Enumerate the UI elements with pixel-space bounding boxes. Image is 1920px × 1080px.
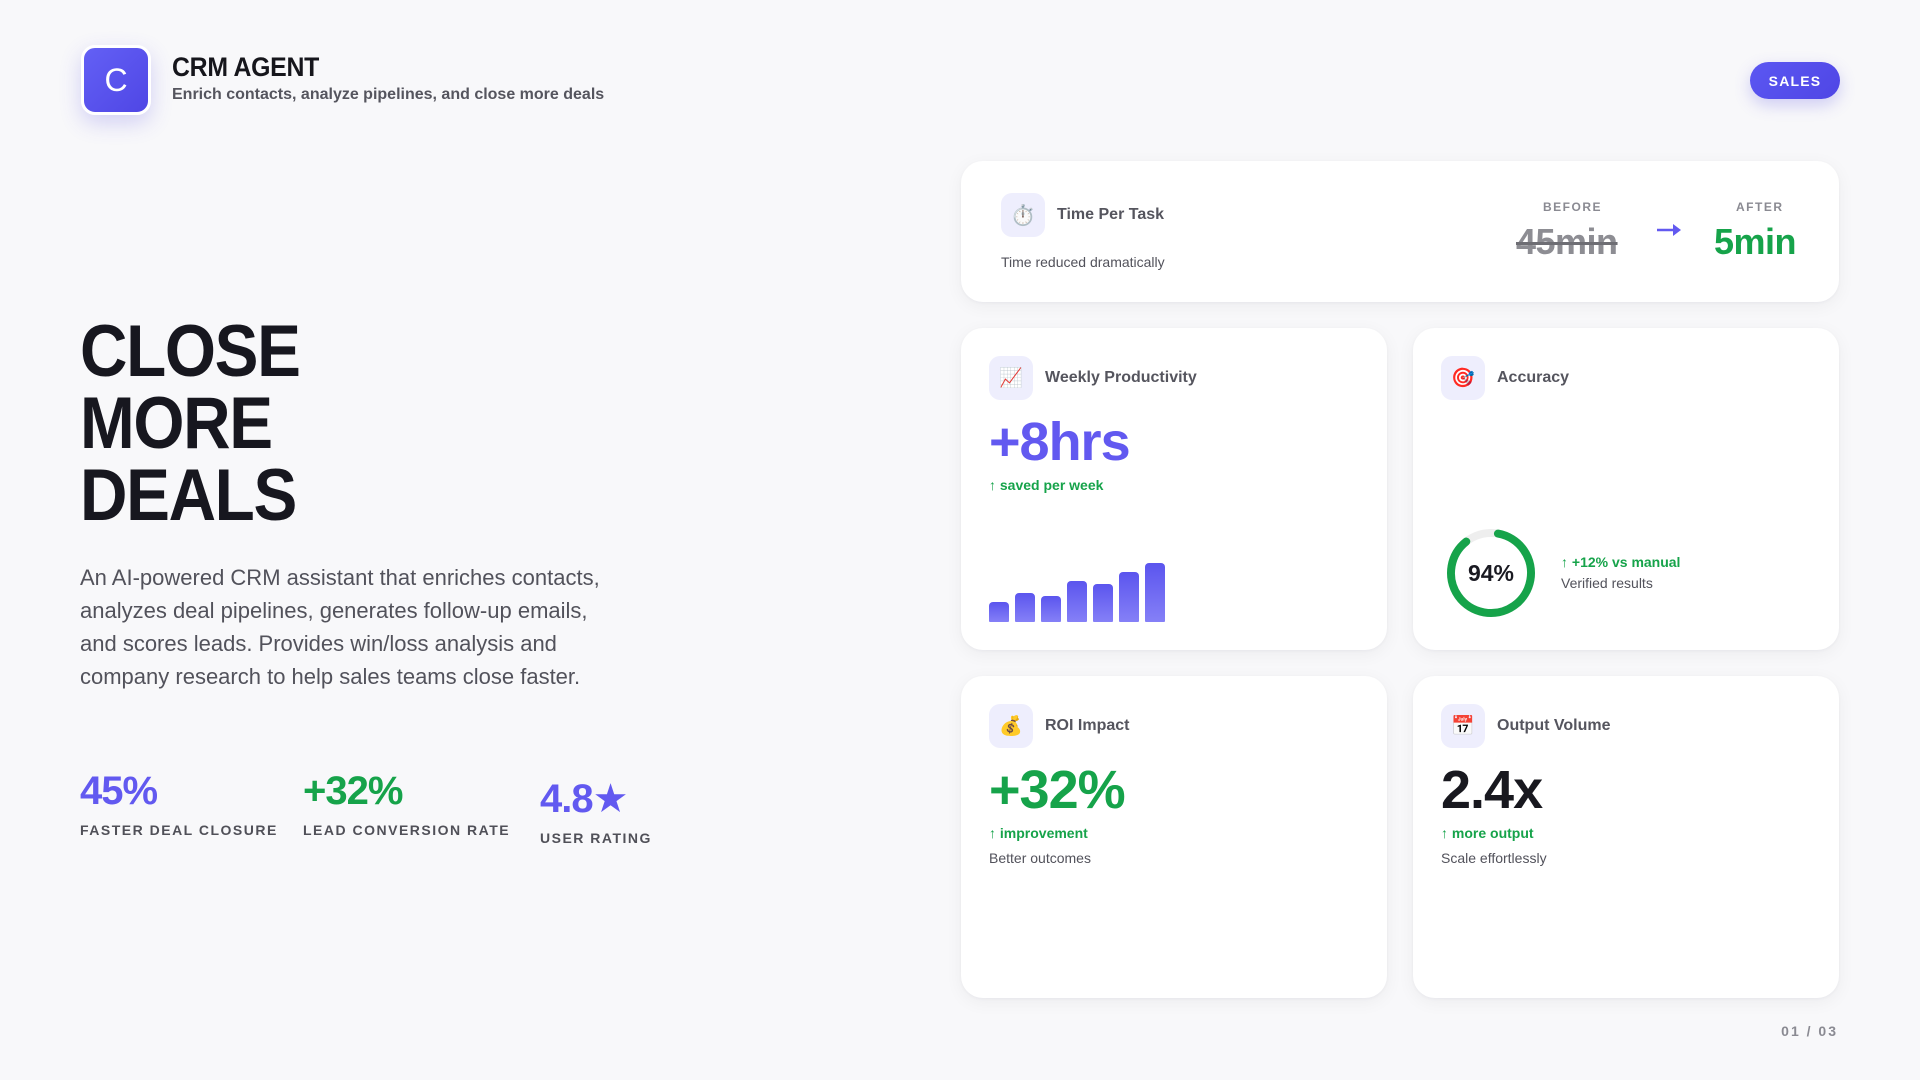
- card-time-per-task: ⏱️ Time Per Task Time reduced dramatical…: [961, 161, 1839, 302]
- bar: [1119, 572, 1139, 622]
- card-note: Scale effortlessly: [1441, 850, 1547, 866]
- trend-indicator: ↑ improvement: [989, 825, 1088, 841]
- card-accuracy: 🎯 Accuracy ↑ +12% vs manual Verified res…: [1413, 328, 1839, 650]
- card-roi-impact: 💰 ROI Impact +32% ↑ improvement Better o…: [961, 676, 1387, 998]
- stat-value: 4.8★: [540, 777, 628, 821]
- stat-value: 45%: [80, 769, 158, 813]
- metric-value: +32%: [989, 760, 1126, 820]
- calendar-icon: 📅: [1441, 704, 1485, 748]
- target-icon: 🎯: [1441, 356, 1485, 400]
- stat-label: USER RATING: [540, 830, 652, 846]
- page-counter: 01 / 03: [1781, 1023, 1838, 1039]
- metric-value: +8hrs: [989, 412, 1131, 472]
- bar: [1145, 563, 1165, 622]
- chart-increasing-icon: 📈: [989, 356, 1033, 400]
- stat-lead-conversion-rate: +32% LEAD CONVERSION RATE: [303, 768, 511, 846]
- stat-label: FASTER DEAL CLOSURE: [80, 822, 278, 838]
- card-note: Verified results: [1561, 575, 1653, 591]
- bar: [1015, 593, 1035, 622]
- logo-letter: C: [104, 61, 128, 98]
- after-value: 5min: [1714, 221, 1797, 262]
- bar: [1067, 581, 1087, 622]
- stat-label: LEAD CONVERSION RATE: [303, 822, 511, 838]
- card-output-volume: 📅 Output Volume 2.4x ↑ more output Scale…: [1413, 676, 1839, 998]
- accuracy-ring-chart: [1447, 529, 1535, 617]
- stat-faster-deal-closure: 45% FASTER DEAL CLOSURE: [80, 768, 278, 846]
- hero-title-line: MORE: [80, 383, 273, 464]
- stat-value: +32%: [303, 769, 403, 813]
- hero-stats: 45% FASTER DEAL CLOSURE +32% LEAD CONVER…: [80, 768, 692, 846]
- after-label: AFTER: [1736, 200, 1784, 214]
- bar: [1093, 584, 1113, 622]
- hero-description: An AI-powered CRM assistant that enriche…: [80, 565, 600, 689]
- brand-logo: C: [81, 45, 151, 115]
- weekly-bar-chart: [989, 560, 1169, 622]
- hero-title-line: DEALS: [80, 455, 297, 536]
- stopwatch-icon: ⏱️: [1001, 193, 1045, 237]
- bar: [989, 602, 1009, 622]
- card-label: ROI Impact: [1045, 717, 1130, 734]
- card-label: Output Volume: [1497, 717, 1611, 734]
- arrow-right-icon: [1657, 224, 1681, 236]
- metric-value: 2.4x: [1441, 760, 1543, 820]
- card-note: Better outcomes: [989, 850, 1091, 866]
- hero-title: CLOSE MORE DEALS: [80, 311, 301, 536]
- brand-subtitle: Enrich contacts, analyze pipelines, and …: [172, 86, 605, 103]
- before-value: 45min: [1516, 221, 1618, 262]
- trend-indicator: ↑ saved per week: [989, 477, 1104, 493]
- card-note: Time reduced dramatically: [1001, 254, 1165, 270]
- money-bag-icon: 💰: [989, 704, 1033, 748]
- card-label: Weekly Productivity: [1045, 369, 1197, 386]
- category-badge: SALES: [1750, 62, 1840, 99]
- before-label: BEFORE: [1543, 200, 1603, 214]
- hero-title-line: CLOSE: [80, 311, 301, 392]
- bar: [1041, 596, 1061, 622]
- stat-user-rating: 4.8★ USER RATING: [540, 776, 652, 846]
- trend-indicator: ↑ more output: [1441, 825, 1534, 841]
- card-label: Time Per Task: [1057, 206, 1165, 223]
- trend-indicator: ↑ +12% vs manual: [1561, 554, 1681, 570]
- card-label: Accuracy: [1497, 369, 1570, 386]
- ring-value: 94%: [1467, 559, 1515, 586]
- brand-title: CRM AGENT: [172, 52, 320, 82]
